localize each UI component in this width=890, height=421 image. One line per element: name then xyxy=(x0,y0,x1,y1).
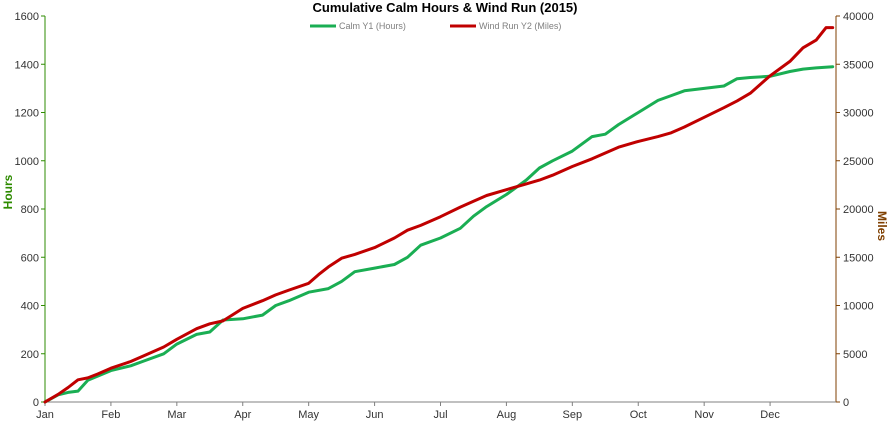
y2-ticks: 0 5000 10000 15000 20000 25000 30000 35000 40000 xyxy=(836,11,874,409)
y1-tick-label: 1000 xyxy=(15,156,39,168)
series-line-y1 xyxy=(43,65,835,404)
y2-tick-label: 0 xyxy=(843,397,849,409)
x-tick-label: Jul xyxy=(433,409,447,421)
x-tick-label: Aug xyxy=(497,409,517,421)
chart-title-group: Cumulative Calm Hours & Wind Run (2015) xyxy=(313,0,578,15)
x-tick-label: Mar xyxy=(167,409,186,421)
series-group xyxy=(43,26,835,404)
y1-tick-label: 1400 xyxy=(15,59,39,71)
y1-tick-label: 1200 xyxy=(15,108,39,120)
x-tick-label: Jan xyxy=(36,409,54,421)
axes xyxy=(44,16,837,403)
x-tick-label: Sep xyxy=(563,409,583,421)
y1-tick-label: 0 xyxy=(33,397,39,409)
y2-tick-label: 40000 xyxy=(843,11,874,23)
y1-tick-label: 1600 xyxy=(15,11,39,23)
y2-axis-title: Miles xyxy=(875,211,889,241)
y2-tick-label: 10000 xyxy=(843,301,874,313)
x-tick-label: Feb xyxy=(101,409,120,421)
x-tick-label: Oct xyxy=(630,409,647,421)
x-tick-label: Apr xyxy=(234,409,251,421)
series-line-y2 xyxy=(43,26,835,404)
legend: Calm Y1 (Hours) Wind Run Y2 (Miles) xyxy=(310,21,561,31)
y1-tick-label: 400 xyxy=(21,301,39,313)
y2-tick-label: 5000 xyxy=(843,349,867,361)
legend-label: Wind Run Y2 (Miles) xyxy=(479,21,561,31)
y1-tick-label: 600 xyxy=(21,252,39,264)
chart-title: Cumulative Calm Hours & Wind Run (2015) xyxy=(313,0,578,15)
y1-tick-label: 200 xyxy=(21,349,39,361)
y1-tick-label: 800 xyxy=(21,204,39,216)
y1-axis-title: Hours xyxy=(1,174,15,209)
legend-label: Calm Y1 (Hours) xyxy=(339,21,406,31)
y2-tick-label: 20000 xyxy=(843,204,874,216)
y2-tick-label: 30000 xyxy=(843,108,874,120)
x-tick-label: Jun xyxy=(366,409,384,421)
y2-tick-label: 35000 xyxy=(843,59,874,71)
x-ticks: Jan Feb Mar Apr May Jun Jul Aug Sep Oct Nov Dec xyxy=(36,402,780,421)
y1-ticks: 0 200 400 600 800 1000 1200 1400 1600 xyxy=(15,11,45,409)
y2-tick-label: 15000 xyxy=(843,252,874,264)
x-tick-label: May xyxy=(298,409,319,421)
x-tick-label: Nov xyxy=(694,409,714,421)
y2-tick-label: 25000 xyxy=(843,156,874,168)
x-tick-label: Dec xyxy=(760,409,780,421)
